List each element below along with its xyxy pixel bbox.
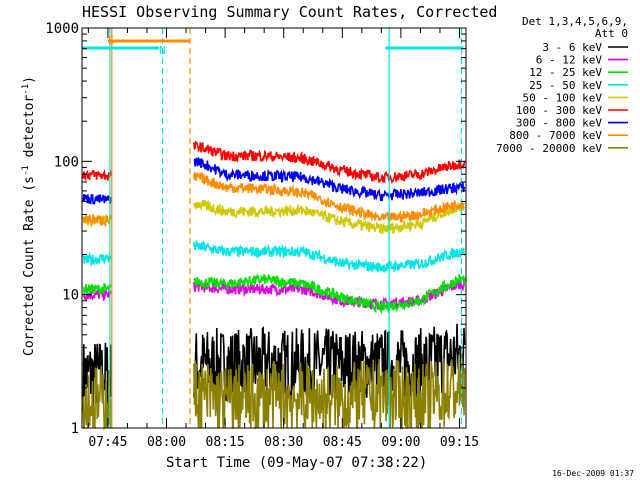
plot-frame bbox=[81, 27, 467, 429]
axis-layer: 1 10 100 1000 07:45 08:00 08:15 08:30 08:45 09:00… bbox=[45, 21, 479, 450]
series-layer bbox=[82, 140, 466, 431]
flag-label: S bbox=[108, 34, 115, 47]
legend-entry-label: 3 - 6 keV bbox=[542, 41, 602, 54]
legend-header-1: Det 1,3,4,5,6,9, bbox=[522, 15, 628, 28]
series-line bbox=[193, 272, 466, 315]
series-line bbox=[82, 251, 112, 268]
series-line bbox=[82, 194, 113, 205]
chart-title: HESSI Observing Summary Count Rates, Cor… bbox=[82, 3, 497, 21]
series-line bbox=[193, 170, 466, 224]
legend-entry-label: 800 - 7000 keV bbox=[509, 129, 602, 142]
x-tick-label: 07:45 bbox=[88, 435, 127, 450]
legend-entry-label: 12 - 25 keV bbox=[529, 66, 602, 79]
x-tick-label: 08:30 bbox=[264, 435, 303, 450]
series-line bbox=[193, 353, 466, 430]
y-tick-label: 100 bbox=[54, 154, 79, 170]
legend-entry-label: 25 - 50 keV bbox=[529, 79, 602, 92]
y-tick-label: 1 bbox=[71, 421, 79, 437]
series-line bbox=[193, 140, 466, 185]
x-tick-label: 08:15 bbox=[206, 435, 245, 450]
legend-entry-label: 6 - 12 keV bbox=[536, 54, 603, 67]
legend-entry-label: 100 - 300 keV bbox=[516, 104, 602, 117]
legend-entry-label: 300 - 800 keV bbox=[516, 117, 602, 130]
series-line bbox=[193, 199, 466, 235]
series-line bbox=[82, 213, 113, 228]
x-tick-label: 08:45 bbox=[323, 435, 362, 450]
x-tick-label: 09:15 bbox=[440, 435, 479, 450]
series-line bbox=[82, 169, 113, 182]
timestamp: 16-Dec-2009 01:37 bbox=[552, 469, 634, 478]
y-tick-label: 1000 bbox=[45, 21, 79, 37]
series-line bbox=[82, 287, 113, 302]
series-line bbox=[82, 282, 112, 295]
y-axis-label: Corrected Count Rate (s-1 detector-1) bbox=[21, 76, 37, 356]
y-tick-label: 10 bbox=[62, 288, 79, 304]
series-line bbox=[193, 157, 466, 202]
legend-header-2: Att 0 bbox=[595, 27, 628, 40]
legend-entry-label: 50 - 100 keV bbox=[523, 91, 603, 104]
series-line bbox=[82, 342, 113, 412]
flag-label: N bbox=[159, 44, 166, 57]
series-line bbox=[193, 239, 466, 273]
flag-layer: SN bbox=[82, 34, 464, 57]
series-line bbox=[193, 323, 466, 402]
marker-layer bbox=[109, 28, 463, 428]
legend-entry-label: 7000 - 20000 keV bbox=[496, 142, 602, 155]
x-tick-label: 09:00 bbox=[381, 435, 420, 450]
x-axis-label: Start Time (09-May-07 07:38:22) bbox=[166, 455, 427, 471]
x-tick-label: 08:00 bbox=[147, 435, 186, 450]
